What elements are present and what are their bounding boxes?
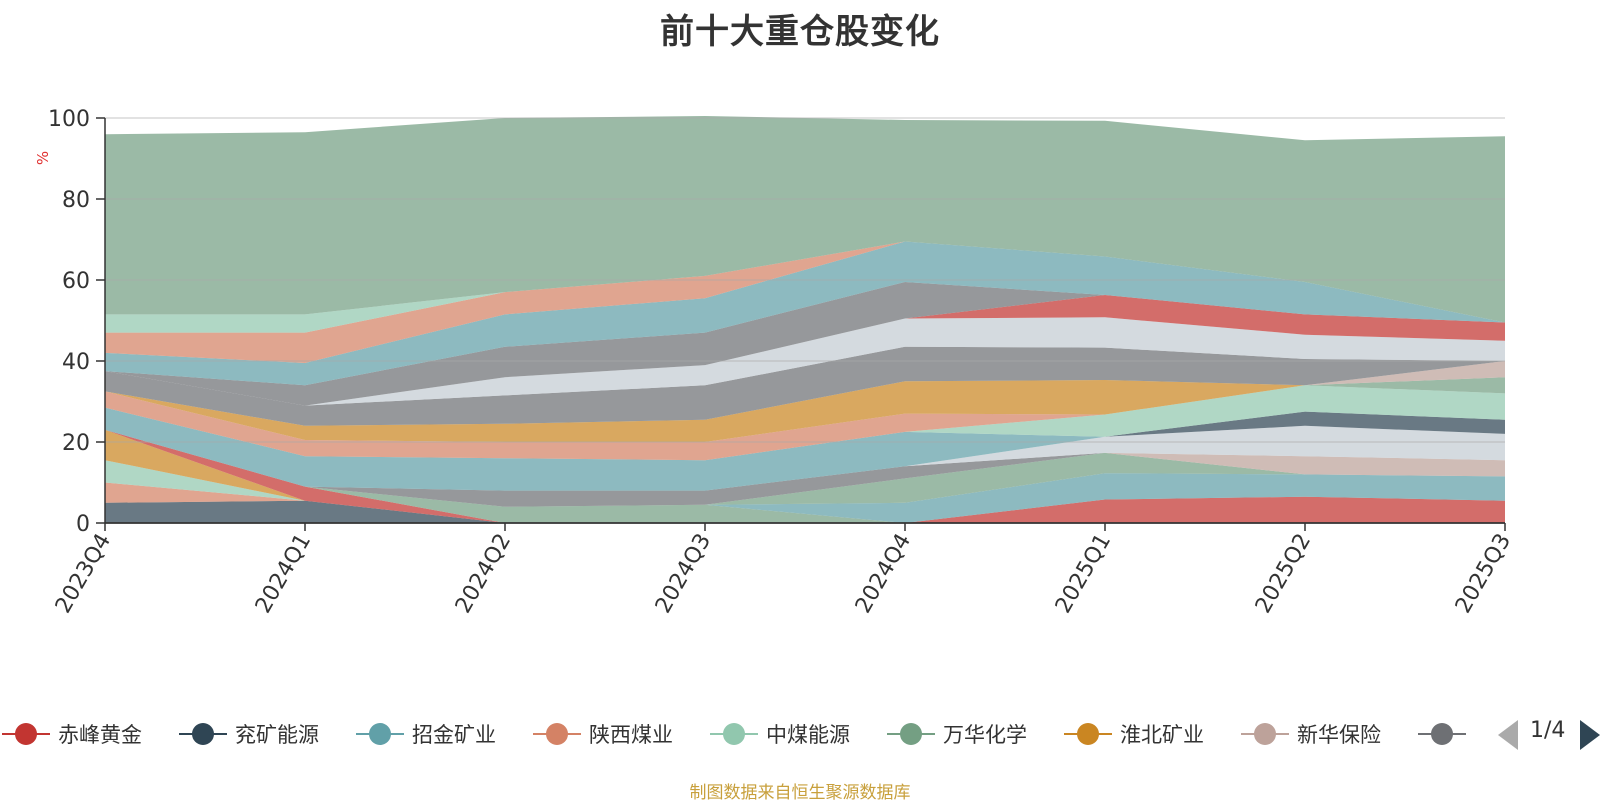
area-series-5 — [105, 429, 1505, 523]
legend-item-1[interactable]: 赤峰黄金 — [0, 716, 142, 752]
legend-item-3[interactable]: 招金矿业 — [354, 716, 496, 752]
area-series-12 — [105, 411, 1505, 491]
x-tick-label: 2024Q2 — [451, 530, 516, 618]
legend-marker-icon — [177, 716, 229, 752]
area-series-1 — [105, 500, 1505, 523]
area-series-17 — [105, 361, 1505, 461]
legend-label: 新华保险 — [1297, 723, 1381, 747]
legend-prev-icon[interactable] — [1498, 720, 1518, 750]
legend-item-4[interactable]: 陕西煤业 — [531, 716, 673, 752]
legend-item-9[interactable]: 山东黄金 — [1416, 716, 1468, 752]
legend-item-2[interactable]: 兖矿能源 — [177, 716, 319, 752]
legend-label: 兖矿能源 — [235, 723, 319, 747]
x-tick-label: 2024Q4 — [851, 530, 916, 618]
area-series-18 — [105, 361, 1505, 442]
legend-marker-icon — [531, 716, 583, 752]
source-note: 制图数据来自恒生聚源数据库 — [689, 783, 911, 803]
area-series-14 — [105, 385, 1505, 461]
legend-item-5[interactable]: 中煤能源 — [708, 716, 850, 752]
chart-title: 前十大重仓股变化 — [660, 12, 940, 52]
area-series-19 — [105, 346, 1505, 426]
y-axis-unit: % — [34, 151, 52, 165]
legend-marker-icon — [1239, 716, 1291, 752]
y-tick-label: 0 — [76, 512, 90, 537]
grid-layer — [105, 117, 1505, 443]
area-series-25 — [105, 241, 1505, 333]
y-tick-label: 40 — [62, 350, 90, 375]
legend-next-icon[interactable] — [1580, 720, 1600, 750]
legend-label: 中煤能源 — [766, 723, 850, 747]
legend-label: 万华化学 — [943, 723, 1027, 747]
x-tick-label: 2025Q2 — [1251, 530, 1316, 618]
legend-item-7[interactable]: 淮北矿业 — [1062, 716, 1204, 752]
area-series-22 — [105, 282, 1505, 406]
y-tick-label: 80 — [62, 188, 90, 213]
legend-marker-icon — [885, 716, 937, 752]
legend-marker-icon — [708, 716, 760, 752]
area-series-8 — [105, 429, 1505, 507]
legend-label: 淮北矿业 — [1120, 723, 1204, 747]
legend-items: 赤峰黄金 兖矿能源 招金矿业 陕西煤业 中煤能源 万华化学 淮北矿业 新华保险 山东黄金 — [0, 716, 1468, 752]
area-series-23 — [105, 241, 1505, 386]
legend-marker-icon — [1416, 716, 1468, 752]
legend-marker-icon — [354, 716, 406, 752]
area-series-24 — [105, 241, 1505, 363]
area-series-7 — [105, 429, 1505, 523]
legend-label: 招金矿业 — [412, 723, 496, 747]
legend-label: 赤峰黄金 — [58, 723, 142, 747]
legend-label: 陕西煤业 — [589, 723, 673, 747]
x-tick-label: 2025Q3 — [1451, 530, 1516, 618]
legend: 赤峰黄金 兖矿能源 招金矿业 陕西煤业 中煤能源 万华化学 淮北矿业 新华保险 山东黄金 — [0, 716, 1600, 752]
legend-marker-icon — [1062, 716, 1114, 752]
legend-page-indicator: 1/4 — [1530, 718, 1566, 743]
area-series-10 — [105, 429, 1505, 507]
area-series-13 — [105, 407, 1505, 491]
y-tick-label: 60 — [62, 269, 90, 294]
legend-item-6[interactable]: 万华化学 — [885, 716, 1027, 752]
legend-item-8[interactable]: 新华保险 — [1239, 716, 1381, 752]
x-tick-label: 2024Q1 — [251, 530, 316, 618]
y-tick-label: 20 — [62, 431, 90, 456]
area-series-15 — [105, 377, 1505, 461]
area-layer — [105, 116, 1505, 523]
legend-marker-icon — [0, 716, 52, 752]
area-series-26 — [105, 116, 1505, 323]
x-tick-label: 2023Q4 — [51, 530, 116, 618]
y-tick-label: 100 — [48, 107, 90, 132]
x-tick-label: 2024Q3 — [651, 530, 716, 618]
x-tick-label: 2025Q1 — [1051, 530, 1116, 618]
